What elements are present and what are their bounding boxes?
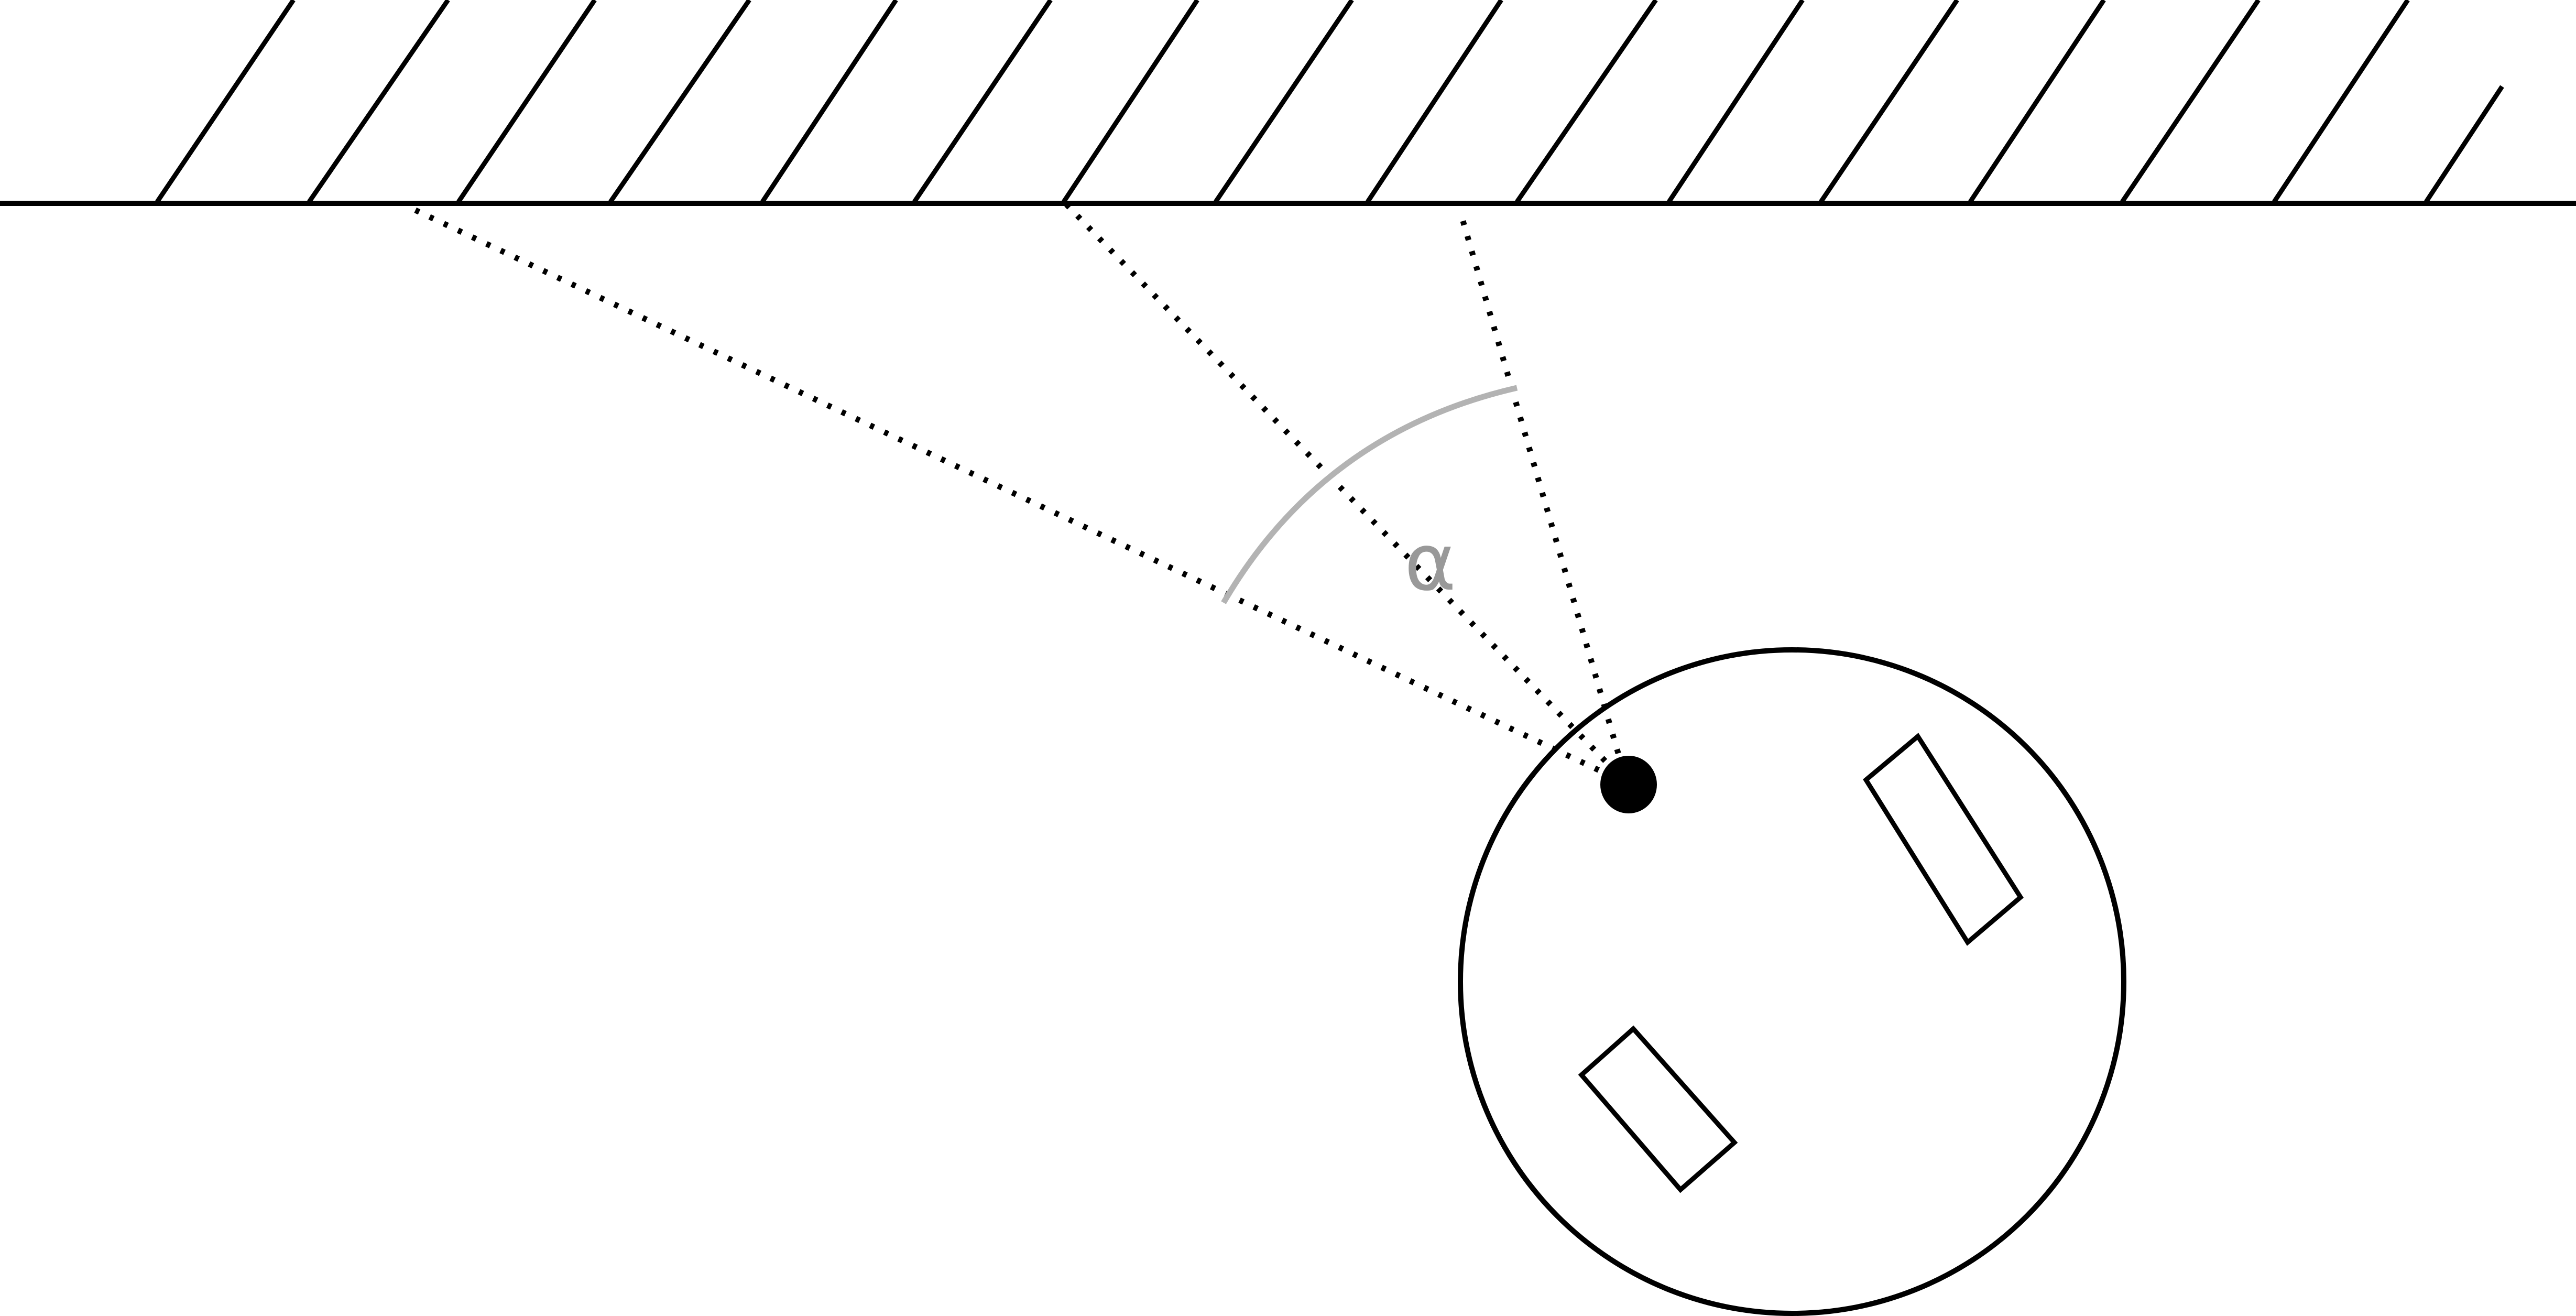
hatch-line (307, 0, 450, 203)
hatch-line (155, 0, 296, 203)
hatch-line (760, 0, 898, 203)
robot-body (1458, 647, 2126, 1316)
hatch-line (2120, 0, 2261, 203)
hatch-line (1968, 0, 2106, 203)
angle-label: α (1404, 517, 1456, 608)
hatch-line (912, 0, 1053, 203)
hatch-line (1667, 0, 1805, 203)
wall-hatching (155, 0, 2504, 203)
sensor-ray-right (1459, 216, 1630, 785)
angle-arc (1221, 385, 1518, 604)
wall (0, 0, 2576, 206)
sensor-ray-left (407, 204, 1629, 786)
hatch-line (2424, 85, 2504, 203)
hatch-line (456, 0, 597, 203)
hatch-line (1515, 0, 1658, 203)
wheel-lower-left (1578, 1025, 1738, 1193)
hatch-line (2272, 0, 2410, 203)
hatch-line (1062, 0, 1199, 203)
sensor-rays (407, 202, 1630, 786)
robot (1458, 647, 2126, 1316)
hatch-line (1366, 0, 1503, 203)
hatch-line (608, 0, 751, 203)
hatch-line (1819, 0, 1959, 203)
hatch-line (1214, 0, 1354, 203)
wheel-upper-right (1863, 733, 2024, 946)
sensor-dot (1600, 756, 1657, 813)
